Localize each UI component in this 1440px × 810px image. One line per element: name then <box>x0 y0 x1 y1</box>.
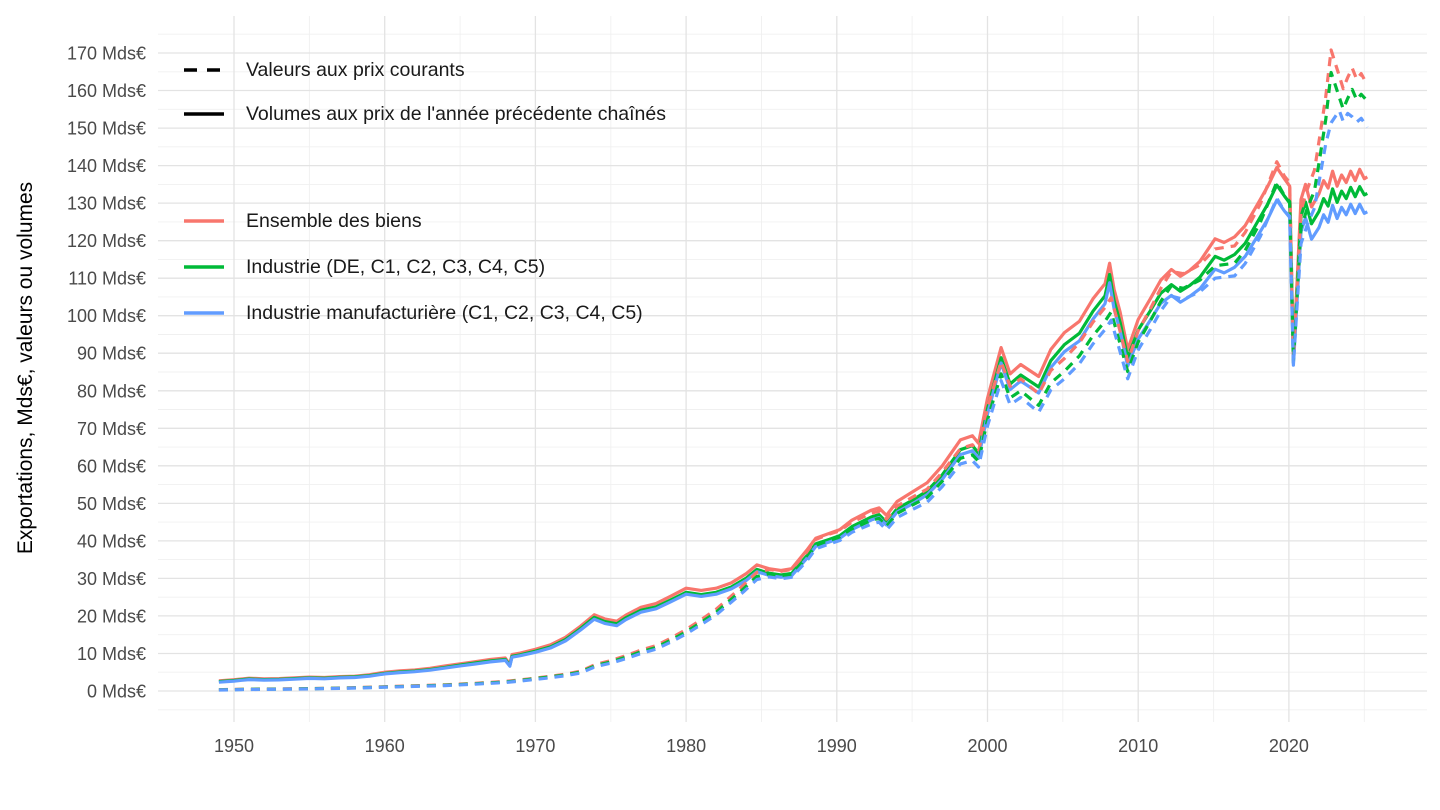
color-legend: Ensemble des biens Industrie (DE, C1, C2… <box>184 198 643 336</box>
legend-row-valeurs: Valeurs aux prix courants <box>184 48 666 92</box>
legend-row-ensemble: Ensemble des biens <box>184 198 643 244</box>
y-tick-label: 140 Mds€ <box>67 156 146 176</box>
y-tick-label: 130 Mds€ <box>67 194 146 214</box>
x-tick-label: 2020 <box>1269 736 1309 756</box>
y-tick-label: 150 Mds€ <box>67 119 146 139</box>
legend-label-industrie: Industrie (DE, C1, C2, C3, C4, C5) <box>246 255 546 278</box>
x-tick-label: 1970 <box>515 736 555 756</box>
y-tick-label: 100 Mds€ <box>67 306 146 326</box>
legend-label-manufacturiere: Industrie manufacturière (C1, C2, C3, C4… <box>246 301 643 324</box>
legend-label-volumes: Volumes aux prix de l'année précédente c… <box>246 102 667 125</box>
series-line-ensemble-valeurs <box>218 48 1369 692</box>
legend-label-valeurs: Valeurs aux prix courants <box>246 58 465 81</box>
y-tick-label: 40 Mds€ <box>77 531 146 551</box>
legend-row-volumes: Volumes aux prix de l'année précédente c… <box>184 92 666 136</box>
y-tick-label: 20 Mds€ <box>77 606 146 626</box>
y-tick-label: 80 Mds€ <box>77 381 146 401</box>
legend-row-manufacturiere: Industrie manufacturière (C1, C2, C3, C4… <box>184 290 643 336</box>
legend-row-industrie: Industrie (DE, C1, C2, C3, C4, C5) <box>184 244 643 290</box>
x-tick-label: 1990 <box>817 736 857 756</box>
y-tick-label: 90 Mds€ <box>77 344 146 364</box>
x-tick-label: 1980 <box>666 736 706 756</box>
y-axis-title: Exportations, Mds€, valeurs ou volumes <box>14 181 37 555</box>
y-tick-label: 170 Mds€ <box>67 44 146 64</box>
y-tick-label: 70 Mds€ <box>77 419 146 439</box>
y-tick-label: 0 Mds€ <box>87 682 146 702</box>
x-tick-label: 2000 <box>967 736 1007 756</box>
x-tick-label: 2010 <box>1118 736 1158 756</box>
ensemble-color-key-icon <box>184 219 224 223</box>
x-tick-label: 1950 <box>214 736 254 756</box>
y-tick-label: 60 Mds€ <box>77 456 146 476</box>
industrie-color-key-icon <box>184 265 224 269</box>
y-tick-label: 110 Mds€ <box>68 269 146 289</box>
x-tick-label: 1960 <box>365 736 405 756</box>
legend-label-ensemble: Ensemble des biens <box>246 209 422 232</box>
y-tick-label: 160 Mds€ <box>67 81 146 101</box>
series-line-manufacturiere-valeurs <box>218 109 1369 692</box>
manufacturiere-color-key-icon <box>184 311 224 315</box>
solid-line-key-icon <box>184 112 224 116</box>
y-tick-label: 120 Mds€ <box>67 231 146 251</box>
dashed-line-key-icon <box>184 68 224 72</box>
y-tick-label: 50 Mds€ <box>77 494 146 514</box>
y-tick-label: 30 Mds€ <box>77 569 146 589</box>
y-tick-label: 10 Mds€ <box>77 644 146 664</box>
linetype-legend: Valeurs aux prix courants Volumes aux pr… <box>184 48 666 136</box>
